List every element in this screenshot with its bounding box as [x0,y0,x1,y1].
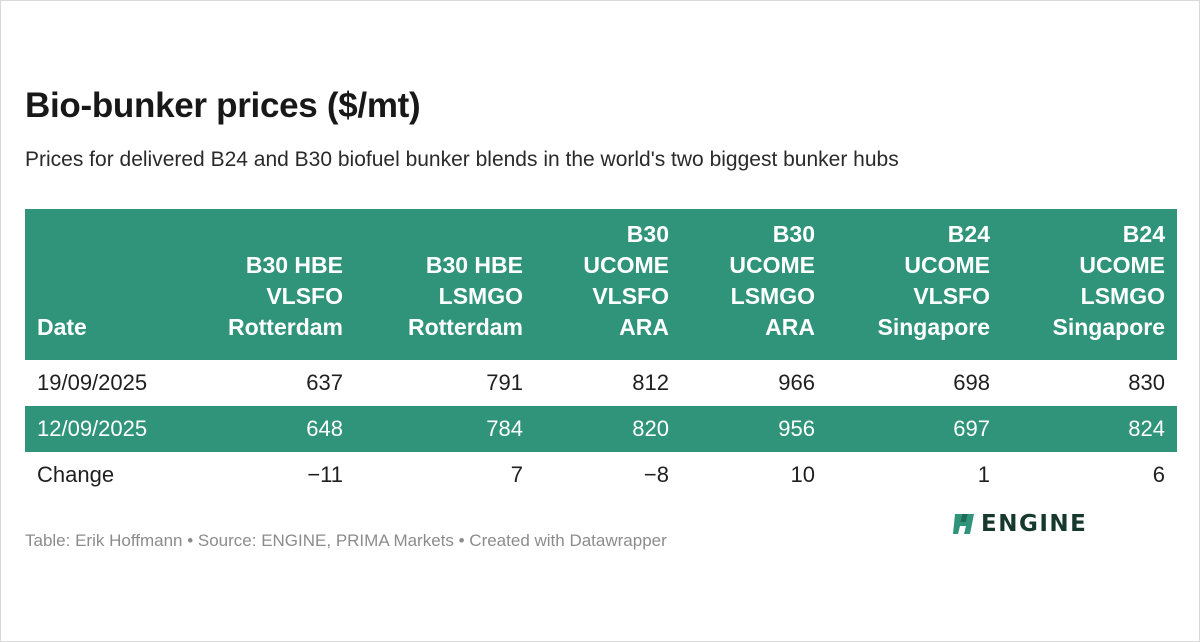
column-header-line: UCOME [904,252,990,278]
chart-title: Bio-bunker prices ($/mt) [25,86,421,125]
column-header-2: B30 HBE LSMGO Rotterdam [355,209,535,360]
column-header-1: B30 HBE VLSFO Rotterdam [175,209,355,360]
column-header-line: Singapore [1052,314,1165,340]
table-row: 12/09/2025 648 784 820 956 697 824 [25,406,1177,452]
table-cell: 791 [486,370,523,395]
engine-logo-icon [953,514,974,534]
table-cell: −8 [643,462,669,487]
engine-logo: ENGINE [953,509,1087,539]
table-cell: 820 [535,406,681,452]
source-credit: Table: Erik Hoffmann • Source: ENGINE, P… [25,531,667,550]
column-header-line: Date [37,314,87,340]
table-cell: 824 [1002,406,1177,452]
column-header-line: LSMGO [438,283,523,309]
column-header-line: B30 HBE [425,252,523,278]
column-header-line: LSMGO [730,283,815,309]
column-header-3: B30 UCOME VLSFO ARA [535,209,681,360]
column-header-line: Singapore [877,314,990,340]
table-row: Change −11 7 −8 10 1 6 [25,452,1177,498]
table-cell: 830 [1128,370,1165,395]
row-label: 12/09/2025 [25,406,175,452]
table-cell: 637 [306,370,343,395]
column-header-5: B24 UCOME VLSFO Singapore [827,209,1002,360]
table-cell: 956 [681,406,827,452]
column-header-4: B30 UCOME LSMGO ARA [681,209,827,360]
column-header-line: B24 [1122,221,1165,247]
column-header-line: VLSFO [266,283,343,309]
table-cell: 7 [510,462,523,487]
table-body: 19/09/2025 637 791 812 966 698 830 12/09/2025 64… [25,360,1177,498]
table-cell: 966 [778,370,815,395]
table-header-row: Date B30 HBE VLSFO Rotterdam B30 HBE LSMGO Rot… [25,209,1177,360]
column-header-line: UCOME [1079,252,1165,278]
table-cell: 6 [1152,462,1165,487]
table-cell: 10 [790,462,815,487]
row-label: Change [37,462,115,487]
column-header-line: ARA [619,314,669,340]
table-cell: 1 [977,462,990,487]
column-header-line: B24 [947,221,990,247]
price-table: Date B30 HBE VLSFO Rotterdam B30 HBE LSMGO Rot… [25,209,1177,498]
column-header-line: B30 [626,221,669,247]
engine-logo-text: ENGINE [981,511,1088,537]
table-cell: 812 [632,370,669,395]
chart-subtitle: Prices for delivered B24 and B30 biofuel… [25,148,899,171]
column-header-line: ARA [765,314,815,340]
column-header-line: Rotterdam [227,314,343,340]
column-header-line: LSMGO [1080,283,1165,309]
table-cell: −11 [307,462,343,487]
table-cell: 784 [355,406,535,452]
column-header-line: VLSFO [913,283,990,309]
column-header-line: B30 HBE [245,252,343,278]
column-header-date: Date [25,209,175,360]
table-cell: 697 [827,406,1002,452]
table-row: 19/09/2025 637 791 812 966 698 830 [25,360,1177,406]
column-header-6: B24 UCOME LSMGO Singapore [1002,209,1177,360]
row-label: 19/09/2025 [37,370,148,395]
column-header-line: Rotterdam [407,314,523,340]
column-header-line: B30 [772,221,815,247]
table-cell: 648 [175,406,355,452]
column-header-line: VLSFO [592,283,669,309]
table-cell: 698 [953,370,990,395]
column-header-line: UCOME [729,252,815,278]
column-header-line: UCOME [583,252,669,278]
